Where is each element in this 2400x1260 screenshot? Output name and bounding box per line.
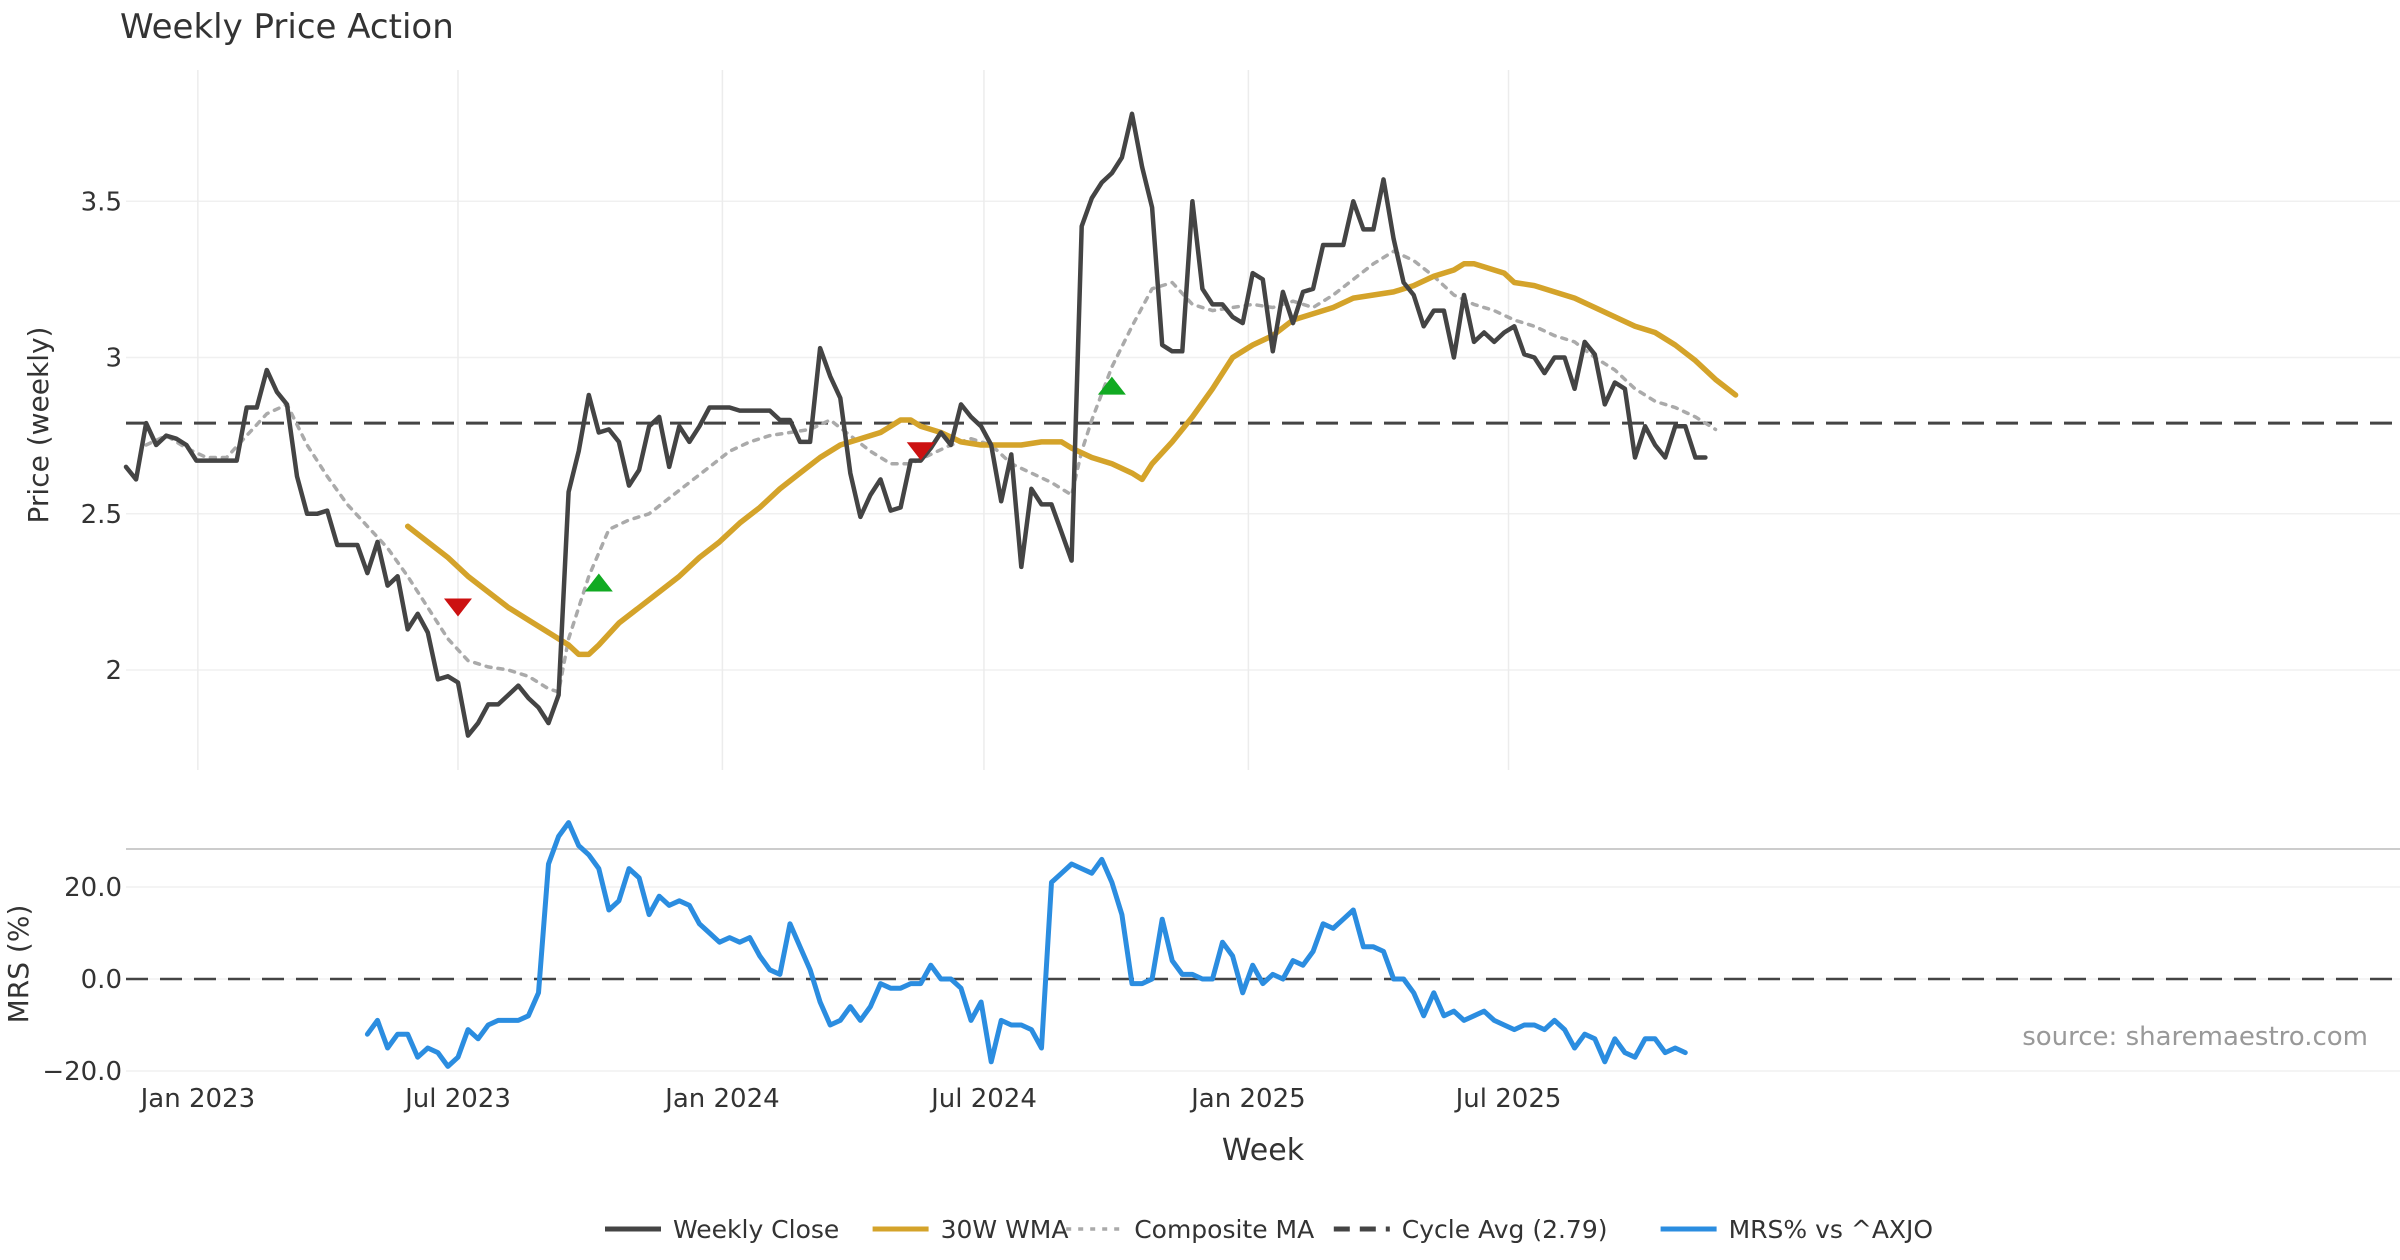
price-series <box>123 111 1739 738</box>
mrs-y-tick: 20.0 <box>64 873 122 903</box>
price-y-tick: 2 <box>105 656 122 686</box>
source-note: source: sharemaestro.com <box>2022 1022 2368 1052</box>
legend-label: MRS% vs ^AXJO <box>1729 1215 1934 1244</box>
mrs-y-ticks: 20.0 0.0 −20.0 <box>42 873 122 1087</box>
mrs-panel: 20.0 0.0 −20.0 MRS (%) source: sharemaestr… <box>2 820 2400 1087</box>
price-panel: 2 2.5 3 3.5 Price (weekly) <box>22 70 2400 770</box>
price-y-ticks: 2 2.5 3 3.5 <box>81 187 122 686</box>
series-line-30w-wma <box>404 261 1739 658</box>
legend-label: Weekly Close <box>673 1215 839 1244</box>
mrs-y-tick: 0.0 <box>81 965 122 995</box>
series-line-composite-ma <box>144 249 1718 694</box>
series-line-weekly-close <box>123 111 1708 738</box>
signal-markers <box>443 376 1126 617</box>
x-axis-label: Week <box>1222 1133 1305 1168</box>
chart-title: Weekly Price Action <box>120 7 454 47</box>
buy-signal-marker <box>1097 376 1126 395</box>
mrs-y-tick: −20.0 <box>42 1057 122 1087</box>
price-grid <box>126 70 2400 770</box>
x-ticks: Jan 2023 Jul 2023 Jan 2024 Jul 2024 Jan 2025… <box>139 1084 1562 1114</box>
mrs-y-label: MRS (%) <box>2 905 35 1024</box>
price-y-tick: 2.5 <box>81 500 122 530</box>
price-y-label: Price (weekly) <box>22 327 55 524</box>
series-line-mrs <box>364 820 1688 1069</box>
sell-signal-marker <box>443 598 472 617</box>
sell-signal-marker <box>906 442 935 461</box>
x-tick-label: Jul 2024 <box>929 1084 1037 1114</box>
price-y-tick: 3 <box>105 344 122 374</box>
x-tick-label: Jan 2023 <box>139 1084 256 1114</box>
x-tick-label: Jan 2025 <box>1189 1084 1306 1114</box>
x-tick-label: Jul 2025 <box>1454 1084 1562 1114</box>
legend-label: Composite MA <box>1134 1215 1314 1244</box>
price-y-tick: 3.5 <box>81 187 122 217</box>
legend-label: Cycle Avg (2.79) <box>1402 1215 1608 1244</box>
x-tick-label: Jan 2024 <box>663 1084 780 1114</box>
legend-label: 30W WMA <box>941 1215 1069 1244</box>
mrs-series <box>364 820 1688 1069</box>
legend: Weekly Close 30W WMA Composite MA Cycle Avg… <box>605 1215 1933 1244</box>
buy-signal-marker <box>584 573 613 592</box>
x-tick-label: Jul 2023 <box>403 1084 511 1114</box>
